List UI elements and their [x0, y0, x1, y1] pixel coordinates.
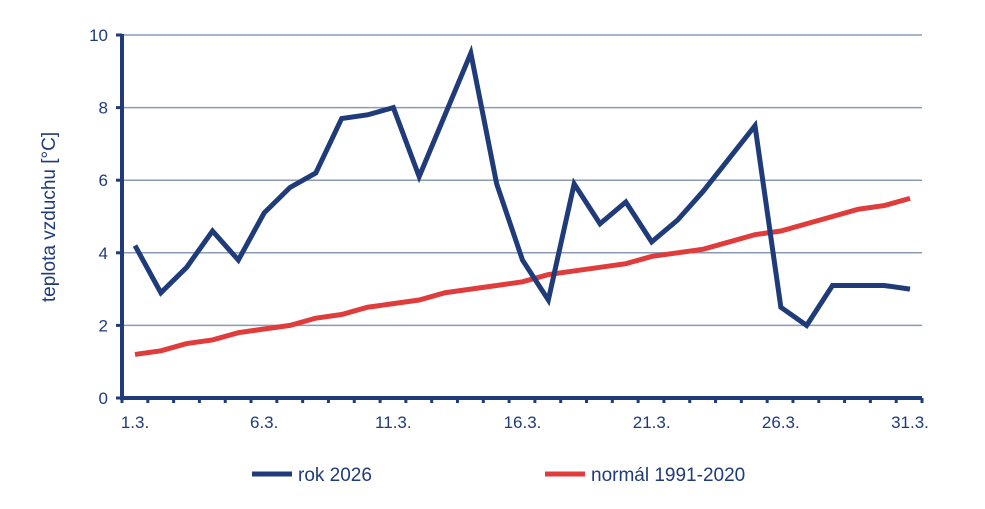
- y-tick-label: 2: [99, 316, 108, 335]
- y-axis-label: teplota vzduchu [°C]: [39, 132, 60, 302]
- legend-label-normal: normál 1991-2020: [591, 465, 745, 486]
- y-tick-label: 8: [99, 99, 108, 118]
- legend-label-rok-2026: rok 2026: [298, 465, 372, 486]
- x-tick-label: 6.3.: [250, 413, 278, 432]
- x-tick-label: 11.3.: [375, 413, 412, 432]
- x-tick-label: 21.3.: [633, 413, 671, 432]
- x-tick-label: 16.3.: [504, 413, 542, 432]
- y-tick-label: 10: [89, 26, 108, 45]
- x-tick-label: 26.3.: [762, 413, 800, 432]
- series-line-normal: [134, 195, 911, 357]
- y-tick-label: 0: [99, 389, 108, 408]
- legend: rok 2026 normál 1991-2020: [252, 465, 745, 486]
- x-tick-label: 1.3.: [121, 413, 149, 432]
- series-line-rok-2026: [132, 44, 911, 329]
- y-tick-label: 4: [99, 244, 108, 263]
- y-tick-label: 6: [99, 171, 108, 190]
- x-tick-label: 31.3.: [891, 413, 929, 432]
